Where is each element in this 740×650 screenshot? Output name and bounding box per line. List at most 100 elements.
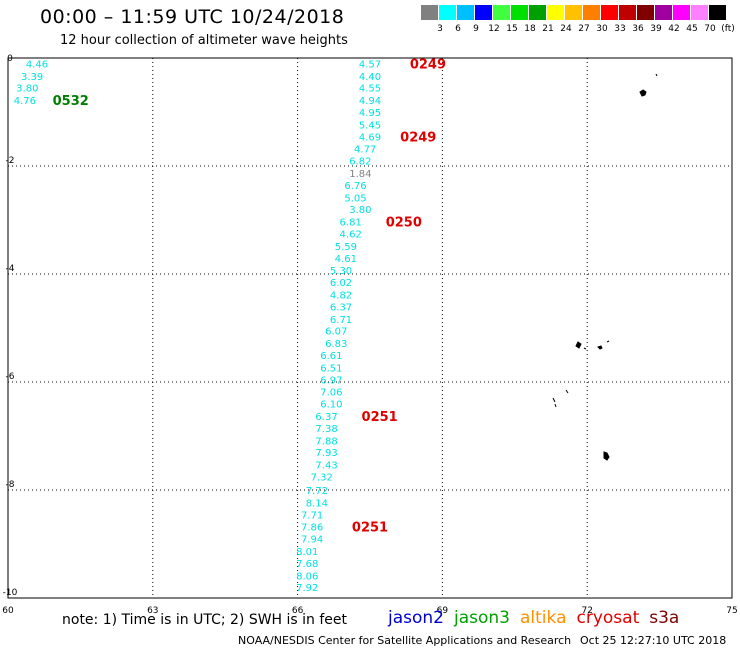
data-point-label: 6.37 — [330, 302, 352, 313]
data-point-label: 4.46 — [26, 59, 48, 70]
data-point-label: 7.32 — [311, 473, 333, 484]
color-scale-label: 30 — [596, 24, 608, 34]
color-swatch — [583, 5, 600, 20]
island-outline — [655, 73, 658, 77]
data-point-label: 7.86 — [301, 523, 323, 534]
data-point-label: 1.84 — [349, 169, 371, 180]
color-scale-label: 39 — [650, 24, 662, 34]
data-point-label: 7.93 — [315, 448, 337, 459]
footer-timestamp: Oct 25 12:27:10 UTC 2018 — [580, 634, 727, 647]
color-swatch — [709, 5, 726, 20]
color-swatch — [565, 5, 582, 20]
data-point-label: 3.39 — [21, 72, 43, 83]
data-point-label: 6.51 — [320, 363, 342, 374]
satellite-jason2: jason2 — [388, 608, 444, 628]
island-outline — [575, 341, 587, 350]
data-point-label: 7.88 — [315, 436, 337, 447]
x-tick-label: 60 — [2, 606, 14, 616]
data-point-label: 4.61 — [335, 254, 357, 265]
data-point-label: 5.45 — [359, 120, 381, 131]
x-tick-label: 69 — [437, 606, 449, 616]
chart-subtitle: 12 hour collection of altimeter wave hei… — [60, 33, 348, 48]
data-point-label: 7.94 — [301, 535, 323, 546]
data-point-label: 4.94 — [359, 96, 381, 107]
footer-credit: NOAA/NESDIS Center for Satellite Applica… — [238, 634, 572, 647]
color-scale-label: 9 — [473, 24, 479, 34]
satellite-jason3: jason3 — [454, 608, 510, 628]
color-scale-label: 24 — [560, 24, 572, 34]
data-point-label: 3.80 — [349, 205, 371, 216]
color-scale-label: 45 — [686, 24, 698, 34]
color-swatch — [619, 5, 636, 20]
data-point-label: 4.95 — [359, 108, 381, 119]
island-outline — [552, 389, 569, 408]
data-point-label: 6.07 — [325, 327, 347, 338]
island-outline — [603, 451, 610, 461]
time-label: 0532 — [53, 94, 89, 109]
data-point-label: 6.97 — [320, 375, 342, 386]
data-point-label: 5.05 — [344, 193, 366, 204]
color-scale-label: 3 — [437, 24, 443, 34]
satellite-altika: altika — [520, 608, 567, 628]
data-point-label: 6.82 — [349, 157, 371, 168]
color-swatch — [493, 5, 510, 20]
y-tick-label: -10 — [3, 588, 18, 598]
color-swatch — [457, 5, 474, 20]
color-swatch — [691, 5, 708, 20]
island-outline — [639, 89, 647, 97]
data-point-label: 6.83 — [325, 339, 347, 350]
satellite-legend: jason2 jason3 altika cryosat s3a — [388, 608, 689, 628]
color-scale-label: 18 — [524, 24, 536, 34]
color-scale-label: 36 — [632, 24, 644, 34]
color-swatch — [511, 5, 528, 20]
plot-frame — [7, 57, 733, 599]
data-point-label: 6.02 — [330, 278, 352, 289]
satellite-cryosat: cryosat — [576, 608, 640, 628]
x-tick-label: 72 — [581, 606, 592, 616]
color-scale-label: 21 — [542, 24, 554, 34]
data-point-label: 6.71 — [330, 315, 352, 326]
data-point-label: 3.80 — [16, 84, 38, 95]
color-scale-label: 27 — [578, 24, 590, 34]
color-scale-label: 70 — [704, 24, 716, 34]
color-scale-label: 12 — [488, 24, 500, 34]
data-point-label: 6.81 — [340, 218, 362, 229]
color-swatch — [547, 5, 564, 20]
time-label: 0251 — [352, 521, 388, 536]
data-point-label: 7.92 — [296, 583, 318, 594]
y-tick-label: -4 — [6, 264, 15, 274]
color-swatch — [421, 5, 438, 20]
data-point-label: 4.82 — [330, 291, 352, 302]
data-point-label: 4.77 — [354, 145, 376, 156]
time-label: 0250 — [386, 216, 422, 231]
data-point-label: 4.69 — [359, 132, 381, 143]
data-point-label: 7.06 — [320, 388, 342, 399]
color-swatch — [439, 5, 456, 20]
data-point-label: 4.62 — [340, 230, 362, 241]
chart-title: 00:00 – 11:59 UTC 10/24/2018 — [40, 6, 345, 28]
y-tick-label: -6 — [6, 372, 15, 382]
y-tick-label: -2 — [6, 156, 15, 166]
data-point-label: 7.72 — [306, 486, 328, 497]
island-outline — [597, 340, 610, 350]
data-point-label: 8.14 — [306, 498, 328, 509]
data-point-label: 4.40 — [359, 72, 381, 83]
x-tick-label: 75 — [726, 606, 737, 616]
y-tick-label: 0 — [7, 54, 13, 64]
data-point-label: 8.06 — [296, 571, 318, 582]
data-point-label: 5.30 — [330, 266, 352, 277]
color-swatch — [655, 5, 672, 20]
data-point-label: 4.76 — [14, 96, 36, 107]
data-point-label: 7.43 — [315, 461, 337, 472]
time-label: 0251 — [362, 410, 398, 425]
data-point-label: 7.38 — [315, 424, 337, 435]
color-scale-label: 42 — [668, 24, 680, 34]
data-point-label: 7.71 — [301, 510, 323, 521]
color-scale-label: 33 — [614, 24, 626, 34]
data-point-label: 6.37 — [315, 412, 337, 423]
color-swatch — [637, 5, 654, 20]
data-point-label: 4.55 — [359, 84, 381, 95]
data-point-label: 8.01 — [296, 547, 318, 558]
x-tick-label: 63 — [147, 606, 158, 616]
